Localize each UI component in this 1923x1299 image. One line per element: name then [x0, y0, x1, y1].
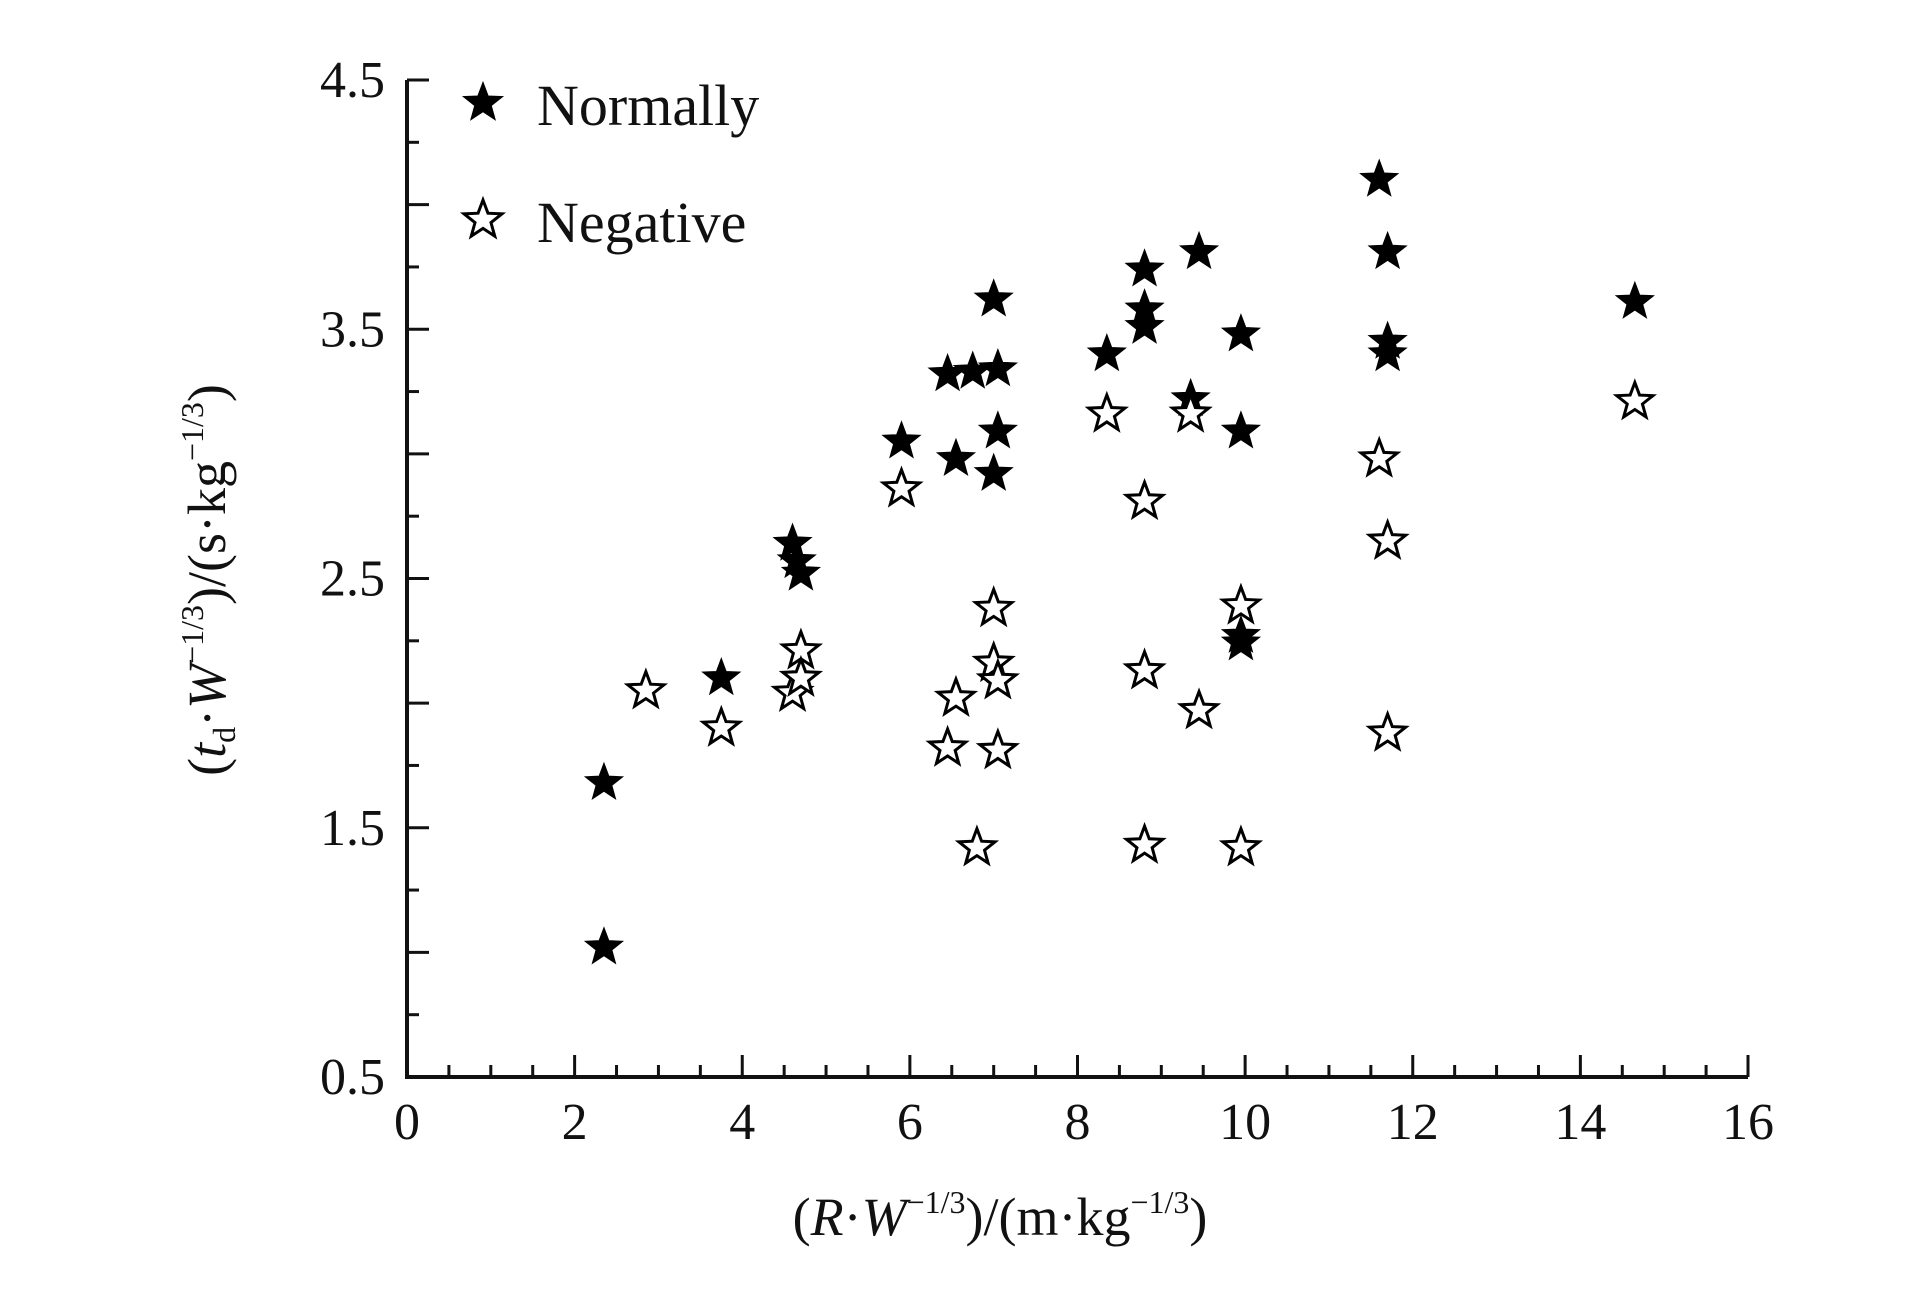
hollow-star-point — [933, 674, 979, 717]
legend-label: Normally — [537, 73, 759, 138]
hollow-star-point — [1218, 824, 1264, 867]
filled-star-point — [583, 761, 625, 800]
hollow-star-point — [699, 704, 744, 747]
x-tick-label: 6 — [897, 1094, 923, 1151]
filled-star-point — [881, 420, 922, 459]
hollow-star-point — [975, 657, 1021, 700]
hollow-star-point — [954, 824, 1000, 867]
y-axis-title: (td·W−1/3)/(s·kg−1/3) — [174, 384, 242, 776]
data-points — [583, 158, 1657, 965]
filled-star-point — [1086, 333, 1127, 372]
filled-star-point — [973, 452, 1014, 491]
y-tick-label: 0.5 — [320, 1049, 385, 1106]
hollow-star-point — [1612, 378, 1657, 421]
hollow-star-point — [975, 727, 1021, 770]
hollow-star-point — [971, 585, 1016, 628]
legend-filled-star-icon — [461, 80, 505, 121]
hollow-star-point — [1122, 821, 1167, 865]
ticks — [405, 78, 1750, 1079]
hollow-star-point — [1365, 517, 1410, 560]
hollow-star-point — [1084, 390, 1129, 433]
legend-hollow-star-icon — [459, 195, 507, 240]
hollow-star-point — [1122, 477, 1167, 521]
hollow-star-point — [879, 465, 924, 508]
hollow-star-point — [925, 724, 970, 767]
legend: Normally Negative — [459, 73, 759, 255]
y-tick-label: 4.5 — [320, 52, 385, 109]
filled-star-point — [1220, 313, 1262, 352]
hollow-star-point — [623, 667, 669, 710]
hollow-star-point — [778, 654, 824, 698]
filled-star-point — [780, 552, 822, 591]
filled-star-point — [583, 926, 625, 965]
x-tick-label: 2 — [562, 1094, 588, 1151]
filled-star-point — [1367, 333, 1408, 372]
tick-labels: 0 2 4 6 8 10 12 14 16 0.5 1.5 2.5 3.5 4.5 — [320, 52, 1774, 1151]
hollow-star-point — [1122, 647, 1167, 690]
x-tick-label: 16 — [1722, 1094, 1774, 1151]
filled-star-point — [701, 657, 742, 696]
filled-star-point — [977, 347, 1018, 387]
y-tick-label: 3.5 — [320, 301, 385, 358]
legend-label: Negative — [537, 190, 746, 255]
filled-star-point — [1614, 280, 1655, 319]
x-axis-title: (R·W−1/3)/(m·kg−1/3) — [793, 1184, 1208, 1247]
hollow-star-point — [1176, 687, 1222, 730]
hollow-star-point — [1357, 435, 1402, 478]
x-tick-label: 12 — [1387, 1094, 1439, 1151]
filled-star-point — [927, 352, 968, 392]
x-tick-label: 10 — [1219, 1094, 1271, 1151]
y-tick-label: 1.5 — [320, 800, 385, 857]
filled-star-point — [1220, 410, 1262, 449]
filled-star-point — [1359, 158, 1400, 197]
x-tick-label: 14 — [1554, 1094, 1606, 1151]
filled-star-point — [1178, 230, 1220, 270]
filled-star-point — [1367, 230, 1408, 270]
hollow-star-point — [1365, 709, 1410, 752]
x-tick-label: 8 — [1065, 1094, 1091, 1151]
y-tick-label: 2.5 — [320, 551, 385, 608]
filled-star-point — [952, 350, 993, 389]
filled-star-point — [973, 278, 1014, 317]
filled-star-point — [977, 410, 1018, 449]
x-tick-label: 4 — [729, 1094, 755, 1151]
hollow-star-point — [1218, 582, 1264, 625]
filled-star-point — [1124, 305, 1165, 344]
filled-star-point — [935, 437, 977, 476]
filled-star-point — [1220, 622, 1262, 661]
filled-star-point — [1124, 248, 1165, 287]
x-tick-label: 0 — [394, 1094, 420, 1151]
hollow-star-point — [1168, 390, 1213, 433]
